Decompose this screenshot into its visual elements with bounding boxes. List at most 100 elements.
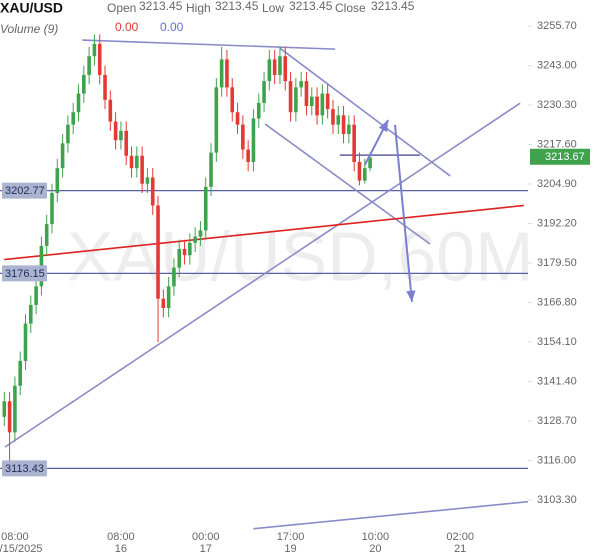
- x-tick-date: 05/15/2025: [0, 543, 42, 555]
- x-tick-date: 19: [284, 543, 296, 555]
- open-value: 3213.45: [139, 0, 183, 13]
- candle-body: [320, 93, 325, 116]
- candle-body: [29, 304, 33, 324]
- close-value: 3213.45: [371, 0, 415, 13]
- candle-body: [251, 118, 256, 162]
- candle-body: [288, 81, 293, 113]
- candle-body: [241, 124, 245, 150]
- candle-body: [304, 81, 309, 106]
- x-tick-label: 00:00: [192, 531, 220, 543]
- candle-body: [283, 56, 288, 82]
- candle-body: [219, 59, 224, 88]
- x-tick-date: 16: [115, 543, 127, 555]
- candle-body: [135, 155, 139, 169]
- y-tick-label: 3243.00: [537, 59, 577, 71]
- candle-body: [7, 401, 12, 433]
- candle-body: [129, 155, 134, 169]
- trend-line: [279, 47, 451, 177]
- level-label: 3202.77: [5, 185, 45, 197]
- candle-body: [87, 56, 91, 75]
- candle-body: [272, 59, 277, 75]
- candle-body: [198, 230, 203, 237]
- candle-body: [225, 59, 229, 88]
- x-tick-label: 02:00: [446, 531, 474, 543]
- x-tick-label: 10:00: [362, 531, 390, 543]
- watermark: XAU/USD,60M: [67, 217, 534, 295]
- volume-label: Volume (9): [0, 22, 58, 36]
- candle-body: [44, 224, 49, 246]
- x-tick-date: 20: [369, 543, 381, 555]
- candle-body: [325, 93, 330, 110]
- candle-body: [188, 242, 192, 256]
- candle-body: [230, 87, 235, 113]
- candle-body: [145, 177, 150, 184]
- candle-body: [177, 248, 182, 268]
- close-label: Close: [335, 1, 366, 15]
- candle-body: [23, 323, 28, 361]
- x-tick-date: 21: [454, 543, 466, 555]
- candle-body: [140, 155, 144, 184]
- candle-body: [103, 74, 107, 100]
- candle-body: [76, 93, 81, 113]
- y-tick-label: 3192.20: [537, 217, 577, 229]
- trend-line: [4, 204, 524, 261]
- candle-body: [18, 360, 22, 386]
- candle-body: [278, 56, 282, 75]
- candle-body: [82, 74, 86, 94]
- candle-body: [108, 99, 113, 122]
- y-tick-label: 3179.50: [537, 257, 577, 269]
- candle-body: [92, 43, 97, 57]
- level-label-box: [2, 265, 47, 282]
- arrow-head: [406, 290, 416, 302]
- arrow: [393, 124, 413, 302]
- candle-body: [203, 186, 208, 231]
- y-tick-label: 3166.80: [537, 296, 577, 308]
- candle-body: [209, 152, 213, 187]
- candle-body: [66, 124, 70, 144]
- candle-body: [347, 124, 351, 134]
- candle-body: [214, 87, 219, 153]
- candle-body: [315, 96, 319, 116]
- candle-body: [235, 112, 240, 125]
- candle-body: [71, 112, 76, 125]
- high-value: 3213.45: [215, 0, 259, 13]
- level-label: 3113.43: [5, 463, 44, 475]
- candle-body: [341, 115, 346, 134]
- y-tick-label: 3204.90: [537, 178, 577, 190]
- candle-body: [13, 385, 17, 433]
- level-label-box: [2, 460, 47, 477]
- y-tick-label: 3230.30: [537, 99, 577, 111]
- candle-body: [357, 161, 362, 181]
- candle-body: [309, 96, 314, 106]
- candle-body: [119, 130, 123, 141]
- candle-body: [50, 193, 54, 225]
- candle-body: [2, 401, 7, 417]
- candle-body: [262, 81, 266, 103]
- trend-line: [264, 123, 431, 245]
- last-price-box: [530, 148, 590, 165]
- symbol: XAU/USD: [0, 0, 63, 16]
- candle-body: [150, 177, 155, 206]
- candle-body: [124, 130, 129, 156]
- x-tick-label: 08:00: [107, 531, 135, 543]
- level-label-box: [2, 182, 47, 199]
- candle-body: [331, 109, 335, 125]
- volume-value: 0.00: [115, 20, 139, 34]
- candle-body: [267, 59, 272, 82]
- high-label: High: [186, 1, 211, 15]
- y-tick-label: 3154.10: [537, 336, 577, 348]
- x-tick-label: 08:00: [1, 531, 29, 543]
- trend-line: [253, 500, 528, 530]
- open-label: Open: [107, 1, 136, 15]
- y-tick-label: 3116.00: [537, 454, 576, 466]
- candle-body: [172, 267, 176, 287]
- x-tick-date: 17: [200, 543, 212, 555]
- candle-body: [246, 149, 250, 162]
- y-tick-label: 3217.60: [537, 138, 577, 150]
- arrow-head: [378, 119, 389, 132]
- volume-value: 0.00: [160, 20, 184, 34]
- low-label: Low: [262, 1, 284, 15]
- candle-body: [161, 298, 166, 309]
- level-label: 3176.15: [5, 268, 45, 280]
